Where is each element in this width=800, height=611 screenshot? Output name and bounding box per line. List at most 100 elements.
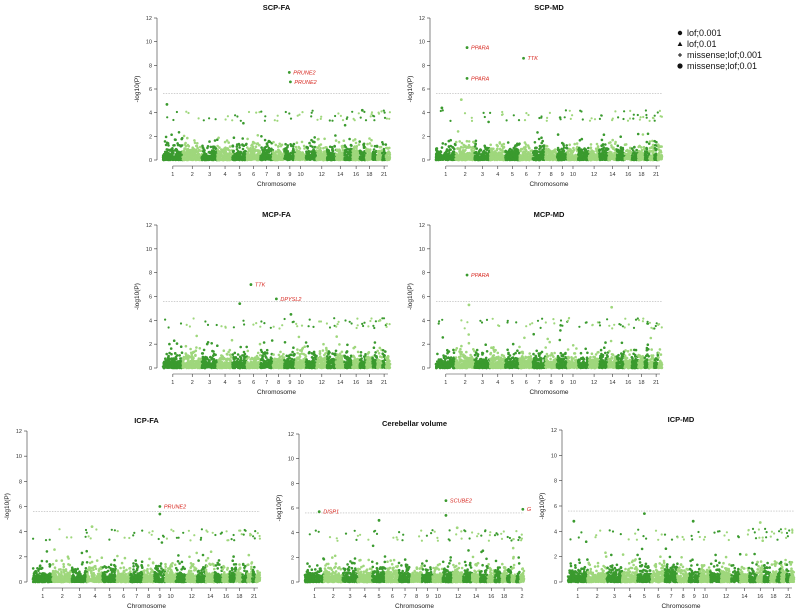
snp-point — [559, 118, 562, 121]
snp-point — [260, 110, 263, 113]
snp-point — [241, 137, 244, 140]
snp-point — [334, 134, 337, 137]
snp-point — [538, 144, 542, 148]
snp-point — [588, 119, 592, 122]
snp-point — [175, 156, 178, 160]
snp-point — [294, 152, 297, 156]
snp-point — [226, 147, 230, 150]
snp-point — [316, 138, 320, 141]
snp-point — [377, 112, 381, 115]
peak-point — [360, 108, 364, 112]
snp-point — [276, 155, 279, 158]
snp-point — [227, 154, 230, 158]
snp-point — [309, 144, 312, 148]
snp-point — [563, 116, 566, 119]
chromosome-4-points — [489, 110, 507, 162]
snp-point — [232, 149, 235, 153]
snp-point — [175, 110, 178, 114]
snp-point — [180, 136, 184, 140]
x-tick-label: 21 — [653, 172, 659, 178]
snp-point — [331, 149, 335, 153]
snp-point — [186, 147, 190, 151]
snp-point — [245, 154, 249, 157]
snp-point — [441, 142, 445, 145]
snp-point — [524, 149, 528, 152]
snp-point — [274, 143, 278, 147]
chromosome-11-points — [304, 109, 318, 162]
snp-point — [497, 151, 501, 154]
snp-point — [254, 155, 258, 158]
snp-point — [632, 117, 635, 120]
snp-point — [265, 142, 269, 145]
snp-point — [213, 139, 217, 142]
snp-point — [483, 144, 487, 148]
snp-point — [200, 158, 204, 162]
snp-point — [475, 157, 479, 160]
snp-point — [179, 145, 183, 148]
snp-point — [267, 148, 270, 152]
snp-point — [622, 117, 625, 121]
snp-point — [235, 143, 239, 146]
x-tick-label: 16 — [353, 172, 359, 178]
snp-point — [561, 158, 565, 161]
snp-point — [179, 152, 182, 156]
snp-point — [565, 144, 568, 147]
snp-point — [348, 137, 351, 141]
snp-point — [363, 110, 366, 113]
snp-point — [523, 119, 527, 122]
snp-point — [495, 147, 499, 151]
x-tick-label: 1 — [171, 172, 174, 178]
snp-point — [330, 145, 334, 149]
snp-point — [359, 157, 362, 161]
snp-point — [218, 151, 221, 155]
snp-point — [352, 154, 356, 158]
y-tick-label: 6 — [149, 87, 152, 93]
snp-point — [561, 152, 564, 156]
snp-point — [366, 142, 369, 146]
snp-point — [453, 147, 456, 151]
snp-point — [561, 148, 565, 151]
snp-point — [540, 157, 543, 161]
snp-point — [295, 141, 299, 144]
snp-point — [636, 113, 639, 117]
snp-point — [384, 143, 388, 146]
snp-point — [366, 156, 370, 159]
snp-point — [628, 117, 632, 120]
snp-point — [189, 153, 193, 157]
snp-point — [342, 139, 346, 142]
snp-point — [514, 144, 517, 147]
snp-point — [568, 147, 571, 151]
snp-point — [465, 139, 469, 143]
snp-point — [277, 145, 280, 148]
snp-point — [515, 154, 518, 158]
snp-point — [288, 112, 291, 115]
snp-point — [349, 143, 353, 147]
snp-point — [277, 148, 280, 152]
snp-point — [463, 145, 467, 149]
chromosome-19-points — [643, 109, 651, 162]
snp-point — [186, 136, 189, 140]
snp-point — [615, 149, 619, 153]
snp-point — [373, 115, 376, 118]
snp-point — [564, 109, 568, 112]
snp-point — [276, 114, 279, 117]
hit-point-prune2 — [287, 71, 291, 74]
snp-point — [639, 116, 642, 119]
snp-point — [617, 116, 620, 119]
snp-point — [256, 134, 260, 137]
y-tick-label: 2 — [149, 134, 152, 140]
snp-point — [388, 157, 392, 160]
x-tick-label: 3 — [208, 172, 211, 178]
snp-point — [501, 110, 504, 114]
snp-point — [526, 144, 530, 147]
snp-point — [613, 142, 617, 145]
snp-point — [277, 152, 280, 156]
snp-point — [535, 146, 538, 150]
snp-point — [243, 149, 247, 153]
snp-point — [556, 133, 560, 136]
snp-point — [435, 147, 439, 150]
chromosome-8-points — [544, 111, 559, 162]
x-tick-label: 10 — [570, 172, 576, 178]
snp-point — [370, 144, 373, 148]
snp-point — [337, 140, 341, 144]
